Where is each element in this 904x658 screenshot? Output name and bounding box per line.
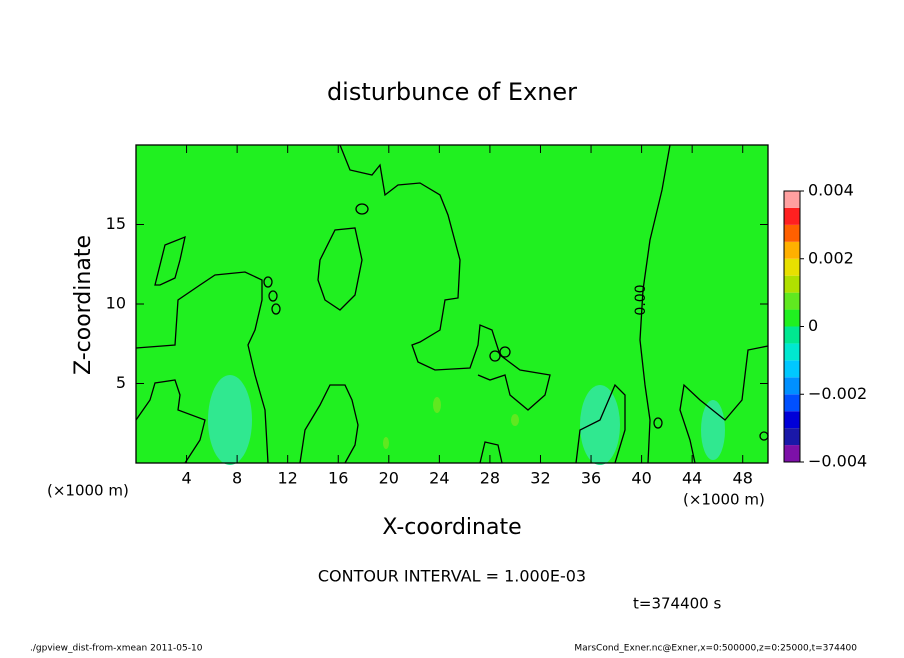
contour-line bbox=[653, 417, 663, 429]
x-tick-label: 28 bbox=[480, 469, 500, 488]
colorbar-band bbox=[784, 411, 800, 429]
contour-line bbox=[575, 383, 626, 464]
contour-line bbox=[679, 345, 769, 464]
x-tick-label: 12 bbox=[278, 469, 298, 488]
x-unit-label: (×1000 m) bbox=[683, 491, 765, 509]
contour-line bbox=[355, 203, 369, 215]
x-tick-label: 40 bbox=[631, 469, 651, 488]
chart-title: disturbunce of Exner bbox=[327, 78, 577, 106]
y-axis-title: Z-coordinate bbox=[71, 235, 96, 375]
colorbar-band bbox=[784, 309, 800, 327]
field-patch bbox=[433, 397, 441, 413]
contour-line bbox=[639, 144, 671, 464]
contour-label: 0.00 bbox=[633, 284, 649, 315]
contour-line bbox=[154, 235, 186, 286]
colorbar-band bbox=[784, 377, 800, 395]
x-tick-label: 8 bbox=[232, 469, 242, 488]
contour-interval: CONTOUR INTERVAL = 1.000E-03 bbox=[318, 567, 586, 586]
colorbar-band bbox=[784, 394, 800, 412]
y-tick-label: 5 bbox=[116, 373, 126, 392]
colorbar-band bbox=[784, 343, 800, 361]
x-tick-label: 48 bbox=[733, 469, 753, 488]
field-patch bbox=[511, 414, 519, 426]
contour-line bbox=[479, 441, 503, 464]
colorbar-band bbox=[784, 224, 800, 242]
colorbar-tick-label: 0 bbox=[808, 316, 818, 335]
x-tick-label: 24 bbox=[429, 469, 449, 488]
contour-line bbox=[271, 303, 281, 315]
x-unit-label: (×1000 m) bbox=[47, 482, 129, 500]
x-axis-title: X-coordinate bbox=[382, 515, 521, 540]
contour-line bbox=[499, 346, 511, 358]
field-patch bbox=[701, 400, 725, 460]
x-tick-label: 4 bbox=[181, 469, 191, 488]
colorbar-tick-label: −0.004 bbox=[808, 452, 867, 471]
contour-line bbox=[299, 384, 359, 464]
colorbar-band bbox=[784, 241, 800, 259]
contour-line bbox=[135, 271, 269, 464]
contour-line bbox=[489, 350, 501, 362]
colorbar-tick-label: 0.004 bbox=[808, 181, 854, 200]
x-tick-label: 32 bbox=[530, 469, 550, 488]
contour-line bbox=[317, 227, 363, 311]
y-tick-label: 15 bbox=[106, 214, 126, 233]
footer-right: MarsCond_Exner.nc@Exner,x=0:500000,z=0:2… bbox=[574, 644, 857, 654]
field-patch bbox=[383, 437, 389, 449]
x-tick-label: 44 bbox=[682, 469, 702, 488]
contour-line bbox=[135, 379, 206, 464]
field-patches bbox=[208, 375, 725, 465]
y-tick-label: 10 bbox=[106, 294, 126, 313]
x-tick-label: 16 bbox=[328, 469, 348, 488]
colorbar-band bbox=[784, 258, 800, 276]
colorbar-band bbox=[784, 292, 800, 310]
colorbar-tick-label: 0.002 bbox=[808, 248, 854, 267]
contour-line bbox=[339, 144, 551, 411]
colorbar-band bbox=[784, 445, 800, 462]
field-patch bbox=[208, 375, 252, 465]
x-tick-label: 20 bbox=[379, 469, 399, 488]
colorbar-band bbox=[784, 275, 800, 293]
colorbar-band bbox=[784, 326, 800, 344]
footer-left: ./gpview_dist-from-xmean 2011-05-10 bbox=[30, 644, 203, 654]
field-patch bbox=[580, 385, 620, 465]
colorbar-band bbox=[784, 191, 800, 208]
contour-line bbox=[268, 290, 278, 302]
colorbar-band bbox=[784, 207, 800, 225]
time-label: t=374400 s bbox=[633, 595, 721, 613]
colorbar-band bbox=[784, 428, 800, 446]
contour-line bbox=[263, 276, 273, 288]
colorbar-band bbox=[784, 360, 800, 378]
x-tick-label: 36 bbox=[581, 469, 601, 488]
contour-lines bbox=[135, 144, 769, 464]
colorbar-tick-label: −0.002 bbox=[808, 384, 867, 403]
